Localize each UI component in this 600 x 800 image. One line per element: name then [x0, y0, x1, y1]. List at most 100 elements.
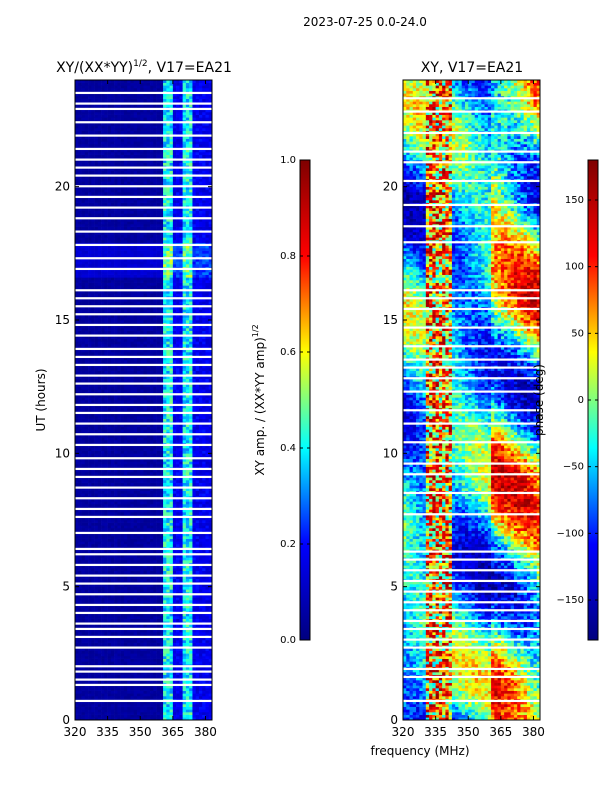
heatmap-cell: [185, 448, 190, 451]
heatmap-cell: [136, 696, 141, 699]
heatmap-cell: [143, 605, 148, 609]
heatmap-cell: [81, 440, 86, 443]
heatmap-cell: [192, 578, 196, 582]
heatmap-cell: [104, 688, 108, 691]
heatmap-cell: [136, 434, 141, 438]
heatmap-cell: [78, 498, 82, 502]
heatmap-cell: [169, 405, 174, 409]
heatmap-cell: [75, 706, 79, 710]
heatmap-cell: [81, 653, 86, 657]
heatmap-cell: [133, 525, 138, 529]
heatmap-cell: [153, 586, 157, 590]
heatmap-cell: [75, 714, 79, 718]
heatmap-cell: [202, 693, 206, 697]
heatmap-cell: [88, 424, 92, 427]
heatmap-cell: [117, 469, 121, 473]
heatmap-cell: [88, 650, 92, 654]
heatmap-cell: [202, 525, 206, 529]
heatmap-cell: [78, 616, 82, 619]
heatmap-cell: [123, 701, 128, 705]
heatmap-cell: [88, 461, 92, 465]
heatmap-cell: [143, 517, 148, 521]
heatmap-cell: [107, 440, 112, 443]
heatmap-cell: [208, 560, 212, 563]
heatmap-cell: [198, 618, 203, 622]
heatmap-cell: [75, 445, 79, 449]
heatmap-cell: [84, 650, 89, 654]
heatmap-cell: [205, 424, 210, 427]
heatmap-cell: [130, 458, 135, 462]
heatmap-cell: [159, 568, 164, 571]
heatmap-cell: [140, 554, 144, 558]
heatmap-cell: [78, 418, 82, 422]
heatmap-cell: [120, 557, 125, 561]
heatmap-cell: [91, 717, 95, 720]
heatmap-cell: [205, 605, 210, 609]
heatmap-cell: [156, 408, 161, 411]
heatmap-cell: [156, 522, 161, 526]
heatmap-cell: [117, 448, 121, 451]
heatmap-cell: [81, 490, 86, 494]
heatmap-cell: [166, 458, 170, 462]
heatmap-cell: [185, 536, 190, 539]
heatmap-cell: [75, 632, 79, 635]
heatmap-cell: [208, 624, 212, 627]
heatmap-cell: [176, 517, 180, 521]
heatmap-cell: [101, 688, 105, 691]
heatmap-cell: [182, 464, 187, 467]
heatmap-cell: [97, 429, 102, 433]
heatmap-cell: [127, 480, 131, 483]
heatmap-cell: [104, 666, 108, 670]
heatmap-cell: [156, 565, 161, 569]
heatmap-cell: [185, 434, 190, 438]
heatmap-cell: [198, 650, 203, 654]
heatmap-cell: [198, 632, 203, 635]
heatmap-cell: [179, 706, 183, 710]
heatmap-cell: [159, 653, 164, 657]
heatmap-cell: [205, 554, 210, 558]
heatmap-cell: [136, 536, 141, 539]
heatmap-cell: [140, 493, 144, 497]
heatmap-cell: [146, 666, 151, 670]
heatmap-cell: [202, 632, 206, 635]
heatmap-cell: [150, 706, 154, 710]
heatmap-cell: [104, 437, 108, 441]
heatmap-cell: [104, 650, 108, 654]
heatmap-cell: [97, 464, 102, 467]
heatmap-cell: [78, 600, 82, 603]
heatmap-cell: [189, 405, 193, 409]
heatmap-cell: [123, 461, 128, 465]
heatmap-cell: [107, 482, 112, 486]
heatmap-cell: [166, 541, 170, 545]
heatmap-cell: [136, 440, 141, 443]
heatmap-cell: [185, 424, 190, 427]
heatmap-cell: [195, 608, 200, 611]
heatmap-cell: [123, 509, 128, 513]
heatmap-cell: [127, 448, 131, 451]
heatmap-cell: [176, 413, 180, 417]
heatmap-cell: [172, 450, 177, 454]
heatmap-cell: [110, 424, 115, 427]
heatmap-cell: [101, 445, 105, 449]
heatmap-cell: [140, 528, 144, 531]
heatmap-cell: [208, 589, 212, 593]
heatmap-cell: [159, 576, 164, 579]
heatmap-cell: [205, 565, 210, 569]
heatmap-cell: [195, 445, 200, 449]
heatmap-cell: [136, 688, 141, 691]
heatmap-cell: [78, 661, 82, 665]
heatmap-cell: [88, 533, 92, 537]
heatmap-cell: [94, 672, 99, 675]
heatmap-cell: [153, 570, 157, 574]
heatmap-cell: [182, 629, 187, 633]
heatmap-cell: [97, 528, 102, 531]
heatmap-cell: [202, 490, 206, 494]
heatmap-cell: [94, 493, 99, 497]
heatmap-cell: [159, 498, 164, 502]
heatmap-cell: [156, 661, 161, 665]
heatmap-cell: [166, 445, 170, 449]
heatmap-cell: [107, 685, 112, 689]
heatmap-cell: [185, 613, 190, 617]
heatmap-cell: [81, 637, 86, 641]
heatmap-cell: [150, 522, 154, 526]
